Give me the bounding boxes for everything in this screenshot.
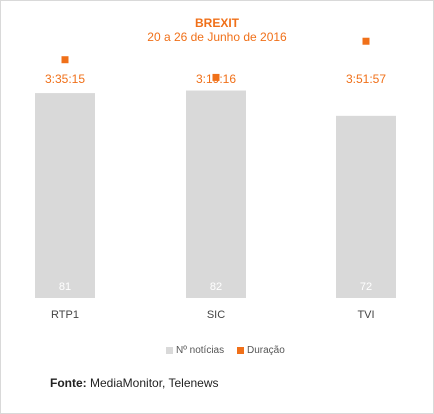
category-label: TVI — [357, 309, 374, 321]
duration-marker-sic — [212, 73, 220, 81]
legend-label-duracao: Duração — [247, 345, 285, 356]
category-label: RTP1 — [51, 309, 79, 321]
source-note: Fonte: MediaMonitor, Telenews — [50, 376, 219, 390]
duration-marker-tvi — [362, 37, 370, 45]
category-label: SIC — [207, 309, 225, 321]
source-text: MediaMonitor, Telenews — [90, 376, 219, 390]
bar-tvi — [336, 115, 396, 298]
duration-label: 3:51:57 — [346, 72, 386, 86]
bar-value-label: 72 — [360, 281, 372, 293]
bar-sic — [186, 90, 246, 298]
bar-value-label: 81 — [59, 281, 71, 293]
duration-label: 3:19:16 — [196, 72, 236, 86]
bar-rtp1 — [35, 93, 95, 298]
duration-marker-rtp1 — [61, 56, 69, 64]
chart-subtitle: 20 a 26 de Junho de 2016 — [147, 30, 287, 44]
bar-value-label: 82 — [210, 281, 222, 293]
legend-swatch-duracao — [237, 347, 244, 354]
duration-label: 3:35:15 — [45, 72, 85, 86]
legend-swatch-noticias — [166, 347, 173, 354]
chart-title: BREXIT — [194, 16, 239, 30]
legend-label-noticias: Nº notícias — [176, 345, 224, 356]
source-label: Fonte: — [50, 376, 87, 390]
